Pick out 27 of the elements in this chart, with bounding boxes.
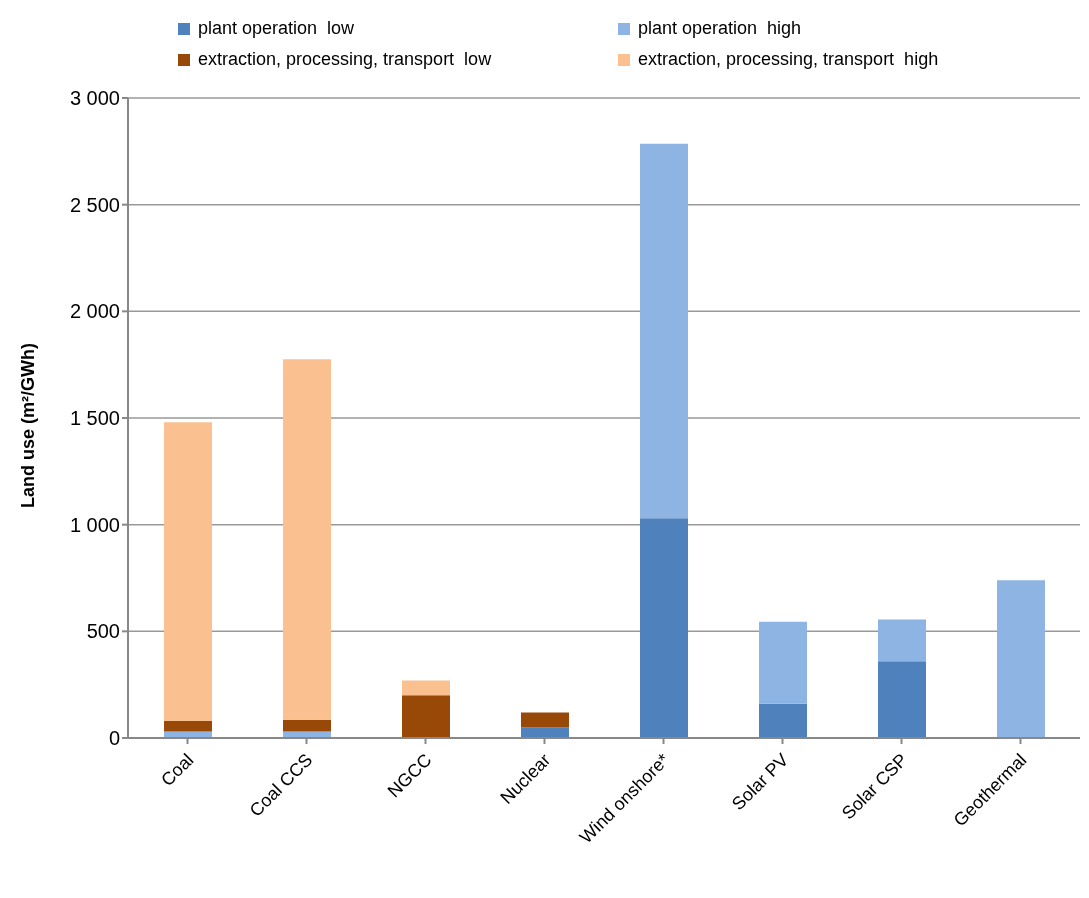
legend-label: plant operation high <box>638 18 802 39</box>
bar <box>997 580 1045 738</box>
bar <box>878 619 926 662</box>
bar <box>759 703 807 738</box>
y-axis-title: Land use (m²/GWh) <box>18 343 39 508</box>
legend-label: plant operation low <box>198 18 355 39</box>
bar <box>164 720 212 732</box>
legend-label: extraction, processing, transport low <box>198 49 492 70</box>
bar <box>759 621 807 704</box>
bar <box>521 727 569 738</box>
bar <box>283 359 331 720</box>
bar <box>402 680 450 696</box>
y-tick-label: 500 <box>86 620 120 643</box>
y-tick-label: 0 <box>108 727 120 750</box>
bar <box>878 661 926 738</box>
bar <box>521 712 569 728</box>
y-tick-label: 2 000 <box>69 300 120 323</box>
y-tick-label: 1 000 <box>69 513 120 536</box>
y-tick-label: 2 500 <box>69 193 120 216</box>
y-tick-label: 3 000 <box>69 87 120 110</box>
bar <box>283 719 331 732</box>
bar <box>640 518 688 738</box>
y-tick-label: 1 500 <box>69 407 120 430</box>
bar <box>164 422 212 721</box>
bar <box>402 695 450 738</box>
bar <box>640 143 688 519</box>
legend-label: extraction, processing, transport high <box>638 49 939 70</box>
